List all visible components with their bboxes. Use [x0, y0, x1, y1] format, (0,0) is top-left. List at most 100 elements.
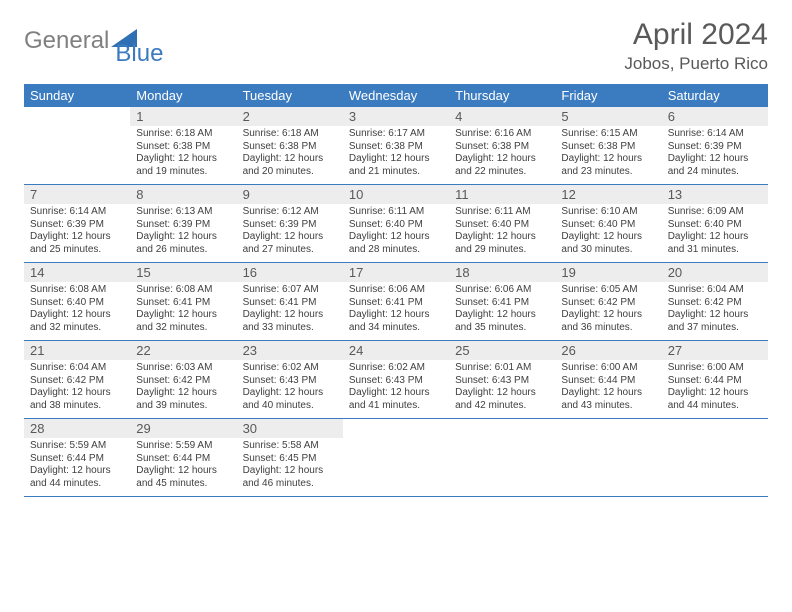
- day-number: 25: [449, 341, 555, 360]
- daylight-line: Daylight: 12 hours and 38 minutes.: [30, 387, 124, 412]
- sunrise-line: Sunrise: 6:08 AM: [136, 284, 230, 297]
- sunrise-line: Sunrise: 6:11 AM: [455, 206, 549, 219]
- day-info: Sunrise: 6:18 AMSunset: 6:38 PMDaylight:…: [237, 126, 343, 184]
- calendar-cell: 2Sunrise: 6:18 AMSunset: 6:38 PMDaylight…: [237, 107, 343, 184]
- day-number: 14: [24, 263, 130, 282]
- calendar-cell: 20Sunrise: 6:04 AMSunset: 6:42 PMDayligh…: [662, 263, 768, 340]
- dow-saturday: Saturday: [662, 84, 768, 107]
- sunset-line: Sunset: 6:41 PM: [136, 297, 230, 310]
- day-info: Sunrise: 6:14 AMSunset: 6:39 PMDaylight:…: [24, 204, 130, 262]
- day-number: 27: [662, 341, 768, 360]
- sunset-line: Sunset: 6:45 PM: [243, 453, 337, 466]
- sunset-line: Sunset: 6:38 PM: [455, 141, 549, 154]
- daylight-line: Daylight: 12 hours and 27 minutes.: [243, 231, 337, 256]
- sunrise-line: Sunrise: 6:18 AM: [243, 128, 337, 141]
- calendar-cell: 4Sunrise: 6:16 AMSunset: 6:38 PMDaylight…: [449, 107, 555, 184]
- sunrise-line: Sunrise: 5:58 AM: [243, 440, 337, 453]
- sunrise-line: Sunrise: 6:06 AM: [455, 284, 549, 297]
- calendar-cell: 7Sunrise: 6:14 AMSunset: 6:39 PMDaylight…: [24, 185, 130, 262]
- day-info: Sunrise: 6:08 AMSunset: 6:41 PMDaylight:…: [130, 282, 236, 340]
- dow-tuesday: Tuesday: [237, 84, 343, 107]
- day-number: 21: [24, 341, 130, 360]
- day-number: 18: [449, 263, 555, 282]
- daylight-line: Daylight: 12 hours and 45 minutes.: [136, 465, 230, 490]
- day-number: 10: [343, 185, 449, 204]
- sunrise-line: Sunrise: 6:02 AM: [243, 362, 337, 375]
- daylight-line: Daylight: 12 hours and 31 minutes.: [668, 231, 762, 256]
- calendar-cell: 16Sunrise: 6:07 AMSunset: 6:41 PMDayligh…: [237, 263, 343, 340]
- day-number: 24: [343, 341, 449, 360]
- day-info: Sunrise: 6:13 AMSunset: 6:39 PMDaylight:…: [130, 204, 236, 262]
- day-number: 29: [130, 419, 236, 438]
- sunrise-line: Sunrise: 6:03 AM: [136, 362, 230, 375]
- daylight-line: Daylight: 12 hours and 23 minutes.: [561, 153, 655, 178]
- sunset-line: Sunset: 6:44 PM: [30, 453, 124, 466]
- day-number: 12: [555, 185, 661, 204]
- sunset-line: Sunset: 6:39 PM: [243, 219, 337, 232]
- day-number: 15: [130, 263, 236, 282]
- sunrise-line: Sunrise: 6:16 AM: [455, 128, 549, 141]
- day-info: Sunrise: 6:04 AMSunset: 6:42 PMDaylight:…: [662, 282, 768, 340]
- day-number: 26: [555, 341, 661, 360]
- dow-wednesday: Wednesday: [343, 84, 449, 107]
- calendar-cell: .: [662, 419, 768, 496]
- day-info: Sunrise: 6:05 AMSunset: 6:42 PMDaylight:…: [555, 282, 661, 340]
- sunset-line: Sunset: 6:41 PM: [349, 297, 443, 310]
- calendar-cell: 12Sunrise: 6:10 AMSunset: 6:40 PMDayligh…: [555, 185, 661, 262]
- sunrise-line: Sunrise: 6:04 AM: [30, 362, 124, 375]
- calendar-cell: .: [449, 419, 555, 496]
- daylight-line: Daylight: 12 hours and 25 minutes.: [30, 231, 124, 256]
- sunrise-line: Sunrise: 6:07 AM: [243, 284, 337, 297]
- sunrise-line: Sunrise: 6:17 AM: [349, 128, 443, 141]
- sunrise-line: Sunrise: 6:02 AM: [349, 362, 443, 375]
- calendar-cell: 13Sunrise: 6:09 AMSunset: 6:40 PMDayligh…: [662, 185, 768, 262]
- calendar: Sunday Monday Tuesday Wednesday Thursday…: [24, 84, 768, 497]
- sunset-line: Sunset: 6:38 PM: [136, 141, 230, 154]
- day-info: Sunrise: 6:03 AMSunset: 6:42 PMDaylight:…: [130, 360, 236, 418]
- sunset-line: Sunset: 6:44 PM: [668, 375, 762, 388]
- calendar-cell: 18 Sunrise: 6:06 AMSunset: 6:41 PMDayligh…: [449, 263, 555, 340]
- calendar-cell: 15Sunrise: 6:08 AMSunset: 6:41 PMDayligh…: [130, 263, 236, 340]
- sunset-line: Sunset: 6:40 PM: [561, 219, 655, 232]
- calendar-cell: 5Sunrise: 6:15 AMSunset: 6:38 PMDaylight…: [555, 107, 661, 184]
- sunset-line: Sunset: 6:40 PM: [455, 219, 549, 232]
- day-number: 19: [555, 263, 661, 282]
- calendar-cell: 19Sunrise: 6:05 AMSunset: 6:42 PMDayligh…: [555, 263, 661, 340]
- day-number: 8: [130, 185, 236, 204]
- daylight-line: Daylight: 12 hours and 46 minutes.: [243, 465, 337, 490]
- day-info: Sunrise: 6:02 AMSunset: 6:43 PMDaylight:…: [343, 360, 449, 418]
- day-number: 22: [130, 341, 236, 360]
- calendar-cell: 23Sunrise: 6:02 AMSunset: 6:43 PMDayligh…: [237, 341, 343, 418]
- page-title: April 2024: [624, 18, 768, 52]
- daylight-line: Daylight: 12 hours and 33 minutes.: [243, 309, 337, 334]
- day-info: Sunrise: 5:58 AMSunset: 6:45 PMDaylight:…: [237, 438, 343, 496]
- calendar-cell: 24Sunrise: 6:02 AMSunset: 6:43 PMDayligh…: [343, 341, 449, 418]
- day-info: Sunrise: 6:11 AMSunset: 6:40 PMDaylight:…: [343, 204, 449, 262]
- daylight-line: Daylight: 12 hours and 44 minutes.: [668, 387, 762, 412]
- sunset-line: Sunset: 6:42 PM: [136, 375, 230, 388]
- sunset-line: Sunset: 6:39 PM: [136, 219, 230, 232]
- calendar-cell: .: [24, 107, 130, 184]
- day-number: 1: [130, 107, 236, 126]
- sunrise-line: Sunrise: 6:13 AM: [136, 206, 230, 219]
- daylight-line: Daylight: 12 hours and 40 minutes.: [243, 387, 337, 412]
- daylight-line: Daylight: 12 hours and 44 minutes.: [30, 465, 124, 490]
- day-info: Sunrise: 6:00 AMSunset: 6:44 PMDaylight:…: [555, 360, 661, 418]
- title-block: April 2024 Jobos, Puerto Rico: [624, 18, 768, 74]
- sunset-line: Sunset: 6:42 PM: [668, 297, 762, 310]
- sunrise-line: Sunrise: 6:00 AM: [668, 362, 762, 375]
- calendar-cell: 22Sunrise: 6:03 AMSunset: 6:42 PMDayligh…: [130, 341, 236, 418]
- day-info: Sunrise: 6:07 AMSunset: 6:41 PMDaylight:…: [237, 282, 343, 340]
- calendar-cell: 10Sunrise: 6:11 AMSunset: 6:40 PMDayligh…: [343, 185, 449, 262]
- sunset-line: Sunset: 6:41 PM: [455, 297, 549, 310]
- daylight-line: Daylight: 12 hours and 32 minutes.: [136, 309, 230, 334]
- calendar-week: 7Sunrise: 6:14 AMSunset: 6:39 PMDaylight…: [24, 185, 768, 263]
- header: General Blue April 2024 Jobos, Puerto Ri…: [24, 18, 768, 74]
- day-number: 7: [24, 185, 130, 204]
- daylight-line: Daylight: 12 hours and 42 minutes.: [455, 387, 549, 412]
- daylight-line: Daylight: 12 hours and 21 minutes.: [349, 153, 443, 178]
- sunrise-line: Sunrise: 6:14 AM: [668, 128, 762, 141]
- daylight-line: Daylight: 12 hours and 29 minutes.: [455, 231, 549, 256]
- sunset-line: Sunset: 6:43 PM: [243, 375, 337, 388]
- daylight-line: Daylight: 12 hours and 35 minutes.: [455, 309, 549, 334]
